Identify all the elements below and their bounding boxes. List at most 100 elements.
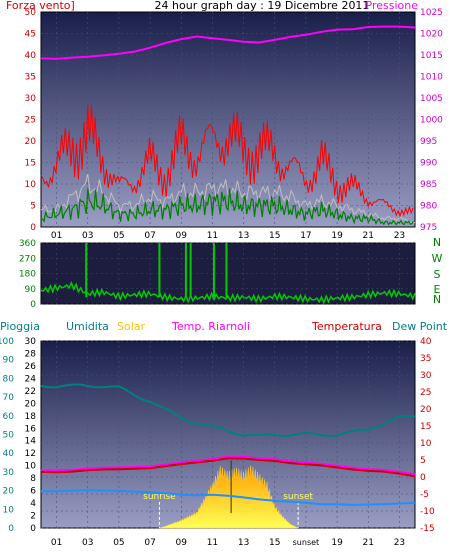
temperature-tick-label: -15 [420, 524, 435, 534]
wind-speed-tick-label: 25 [25, 116, 36, 126]
temperature-tick-label: 40 [420, 337, 432, 347]
pressure-label: Pressione [366, 0, 419, 12]
direction-tick-label: 180 [19, 270, 36, 280]
humidity-tick-label: 70 [3, 393, 15, 403]
x-tick-label: 17 [300, 231, 311, 241]
wind-speed-tick-label: 20 [25, 137, 37, 147]
rain-tick-label: 8 [30, 474, 36, 484]
compass-label-e: E [434, 283, 441, 296]
rain-tick-label: 26 [25, 362, 37, 372]
pressure-tick-label: 990 [420, 159, 437, 169]
temperature-tick-label: 15 [420, 422, 431, 432]
x-tick-label: 15 [269, 538, 280, 548]
humidity-axis: 0 10 20 30 40 50 60 70 80 90 100 [0, 337, 14, 534]
rain-tick-label: 6 [30, 487, 36, 497]
pressure-tick-label: 1005 [420, 94, 443, 104]
humidity-tick-label: 100 [0, 337, 14, 347]
dew-point-line [41, 489, 416, 506]
x-tick-label: 05 [113, 231, 124, 241]
wind-speed-tick-label: 50 [25, 8, 37, 18]
temperature-tick-label: 30 [420, 371, 432, 381]
temperature-tick-label: 25 [420, 388, 431, 398]
temperature-tick-label: 5 [420, 456, 426, 466]
pressure-tick-label: 980 [420, 202, 437, 212]
x-tick-label: 11 [207, 231, 218, 241]
wind-speed-line [40, 188, 414, 226]
x-tick-label: 13 [238, 231, 249, 241]
legend-item: Dew Point [392, 320, 448, 333]
x-tick-label: 07 [144, 231, 155, 241]
indoor-temperature-line [40, 455, 416, 476]
x-tick-label: 03 [82, 231, 93, 241]
compass-label-n: N [433, 293, 441, 306]
wind-direction-axis: 0 90 180 270 360 [19, 239, 36, 310]
x-tick-label: 15 [269, 231, 280, 241]
weather-series: sunrise sunset [40, 383, 416, 529]
x-tick-label: 09 [176, 231, 188, 241]
temperature-line [40, 457, 416, 478]
wind-pressure-x-axis: 01 03 05 07 09 11 13 15 17 19 21 23 [51, 231, 405, 241]
rain-tick-label: 22 [25, 387, 36, 397]
pressure-tick-label: 1025 [420, 8, 443, 18]
humidity-tick-label: 50 [3, 431, 15, 441]
x-tick-label: 05 [113, 538, 124, 548]
rain-tick-label: 30 [25, 337, 37, 347]
chart-title: 24 hour graph day : 19 Dicembre 2011 [155, 0, 370, 12]
direction-tick-label: 360 [19, 239, 36, 249]
wind-speed-tick-label: 35 [25, 73, 36, 83]
rain-tick-label: 2 [30, 512, 36, 522]
x-tick-label: 01 [51, 231, 62, 241]
legend-item: Temperatura [311, 320, 382, 333]
x-tick-label: 09 [176, 538, 188, 548]
weather-x-axis: 01 03 05 07 09 11 13 15 sunset 19 21 23 [51, 538, 405, 548]
temperature-tick-label: 0 [420, 473, 426, 483]
direction-tick-label: 0 [30, 300, 36, 310]
rain-tick-label: 14 [25, 437, 37, 447]
compass-label-s: S [434, 268, 441, 281]
x-tick-label: 23 [394, 538, 405, 548]
weather-grid [41, 340, 415, 529]
temperature-tick-label: -10 [420, 507, 435, 517]
humidity-tick-label: 20 [3, 487, 15, 497]
temperature-tick-label: 10 [420, 439, 432, 449]
rain-tick-label: 28 [25, 349, 37, 359]
rain-tick-label: 0 [30, 524, 36, 534]
rain-tick-label: 12 [25, 449, 36, 459]
x-tick-label: sunset [293, 538, 320, 547]
wind-speed-tick-label: 15 [25, 159, 36, 169]
pressure-tick-label: 995 [420, 137, 437, 147]
pressure-line [40, 25, 416, 60]
wind-gust-line [40, 104, 414, 218]
compass-label-n: N [433, 236, 441, 249]
humidity-tick-label: 10 [3, 505, 15, 515]
sunset-label: sunset [283, 492, 313, 502]
wind-pressure-series [40, 25, 416, 226]
wind-speed-tick-label: 5 [30, 202, 36, 212]
wind-direction-line [40, 280, 416, 305]
humidity-tick-label: 40 [3, 449, 15, 459]
pressure-tick-label: 975 [420, 223, 437, 233]
wind-speed-tick-label: 40 [25, 51, 37, 61]
pressure-tick-label: 1000 [420, 116, 443, 126]
wind-speed-axis: 0 5 10 15 20 25 30 35 40 45 50 [25, 8, 37, 233]
pressure-tick-label: 1015 [420, 51, 443, 61]
solar-radiation-area [159, 465, 298, 529]
x-tick-label: 11 [207, 538, 218, 548]
wind-speed-tick-label: 30 [25, 94, 37, 104]
x-tick-label: 07 [144, 538, 155, 548]
humidity-tick-label: 80 [3, 374, 15, 384]
rain-tick-label: 18 [25, 412, 37, 422]
wind-direction-series [40, 243, 416, 305]
weather-legend: Pioggia Umidita Solar Temp. Riarnoli Tempera… [0, 320, 448, 333]
sunrise-label: sunrise [143, 492, 176, 502]
x-tick-label: 01 [51, 538, 62, 548]
rain-tick-label: 10 [25, 462, 37, 472]
pressure-tick-label: 1010 [420, 73, 443, 83]
wind-speed-tick-label: 0 [30, 223, 36, 233]
wind-direction-grid [41, 242, 415, 305]
direction-tick-label: 90 [25, 285, 37, 295]
pressure-tick-label: 1020 [420, 30, 443, 40]
legend-item: Pioggia [0, 320, 40, 333]
